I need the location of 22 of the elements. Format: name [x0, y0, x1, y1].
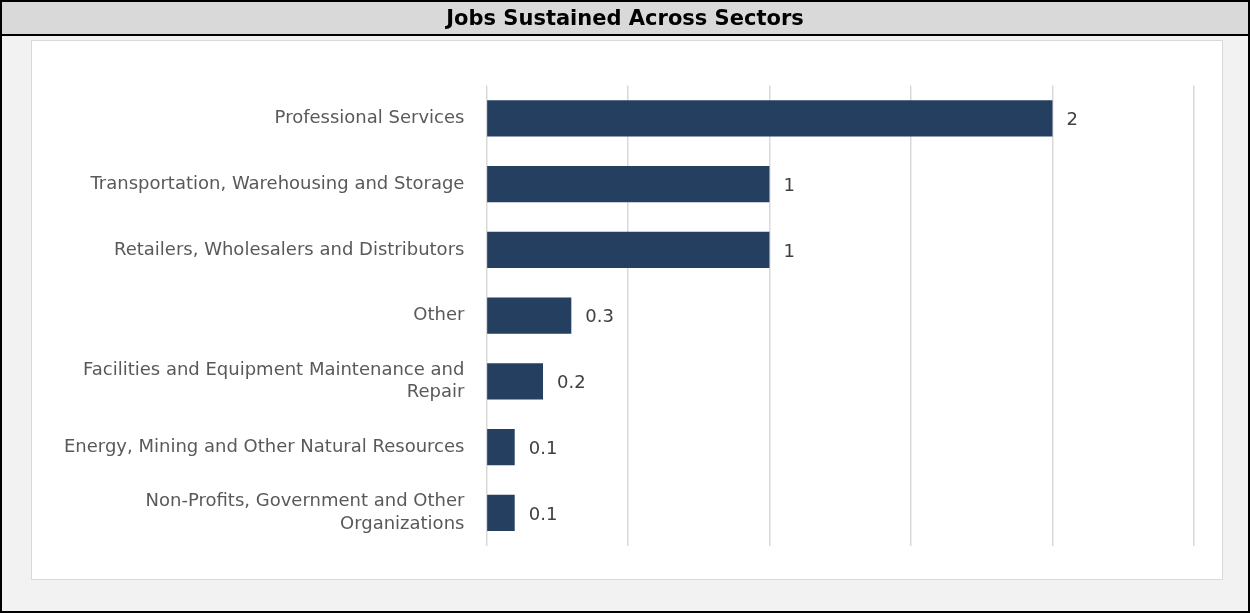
data-label: 0.1 — [528, 436, 558, 458]
bar — [487, 166, 770, 203]
data-label: 1 — [783, 239, 795, 261]
data-label: 1 — [783, 173, 795, 195]
y-tick-label: Transportation, Warehousing and Storage — [89, 171, 465, 193]
data-label: 2 — [1066, 108, 1078, 130]
y-tick-label: Facilities and Equipment Maintenance and Repair — [83, 357, 465, 402]
y-tick-label: Energy, Mining and Other Natural Resources — [63, 434, 465, 456]
data-label: 0.3 — [585, 305, 614, 327]
bar — [487, 100, 1053, 137]
bar — [487, 297, 572, 334]
y-tick-label: Retailers, Wholesalers and Distributors — [114, 237, 465, 259]
y-tick-label: Non-Profits, Government and Other Organizations — [145, 489, 466, 533]
data-label: 0.2 — [557, 371, 586, 393]
bar — [487, 363, 544, 400]
bar — [487, 494, 515, 531]
bar — [487, 231, 770, 268]
bar — [487, 429, 515, 466]
y-tick-label: Professional Services — [274, 106, 465, 128]
y-tick-label: Other — [413, 303, 466, 325]
chart-title: Jobs Sustained Across Sectors — [2, 2, 1248, 36]
data-label: 0.1 — [528, 502, 558, 524]
